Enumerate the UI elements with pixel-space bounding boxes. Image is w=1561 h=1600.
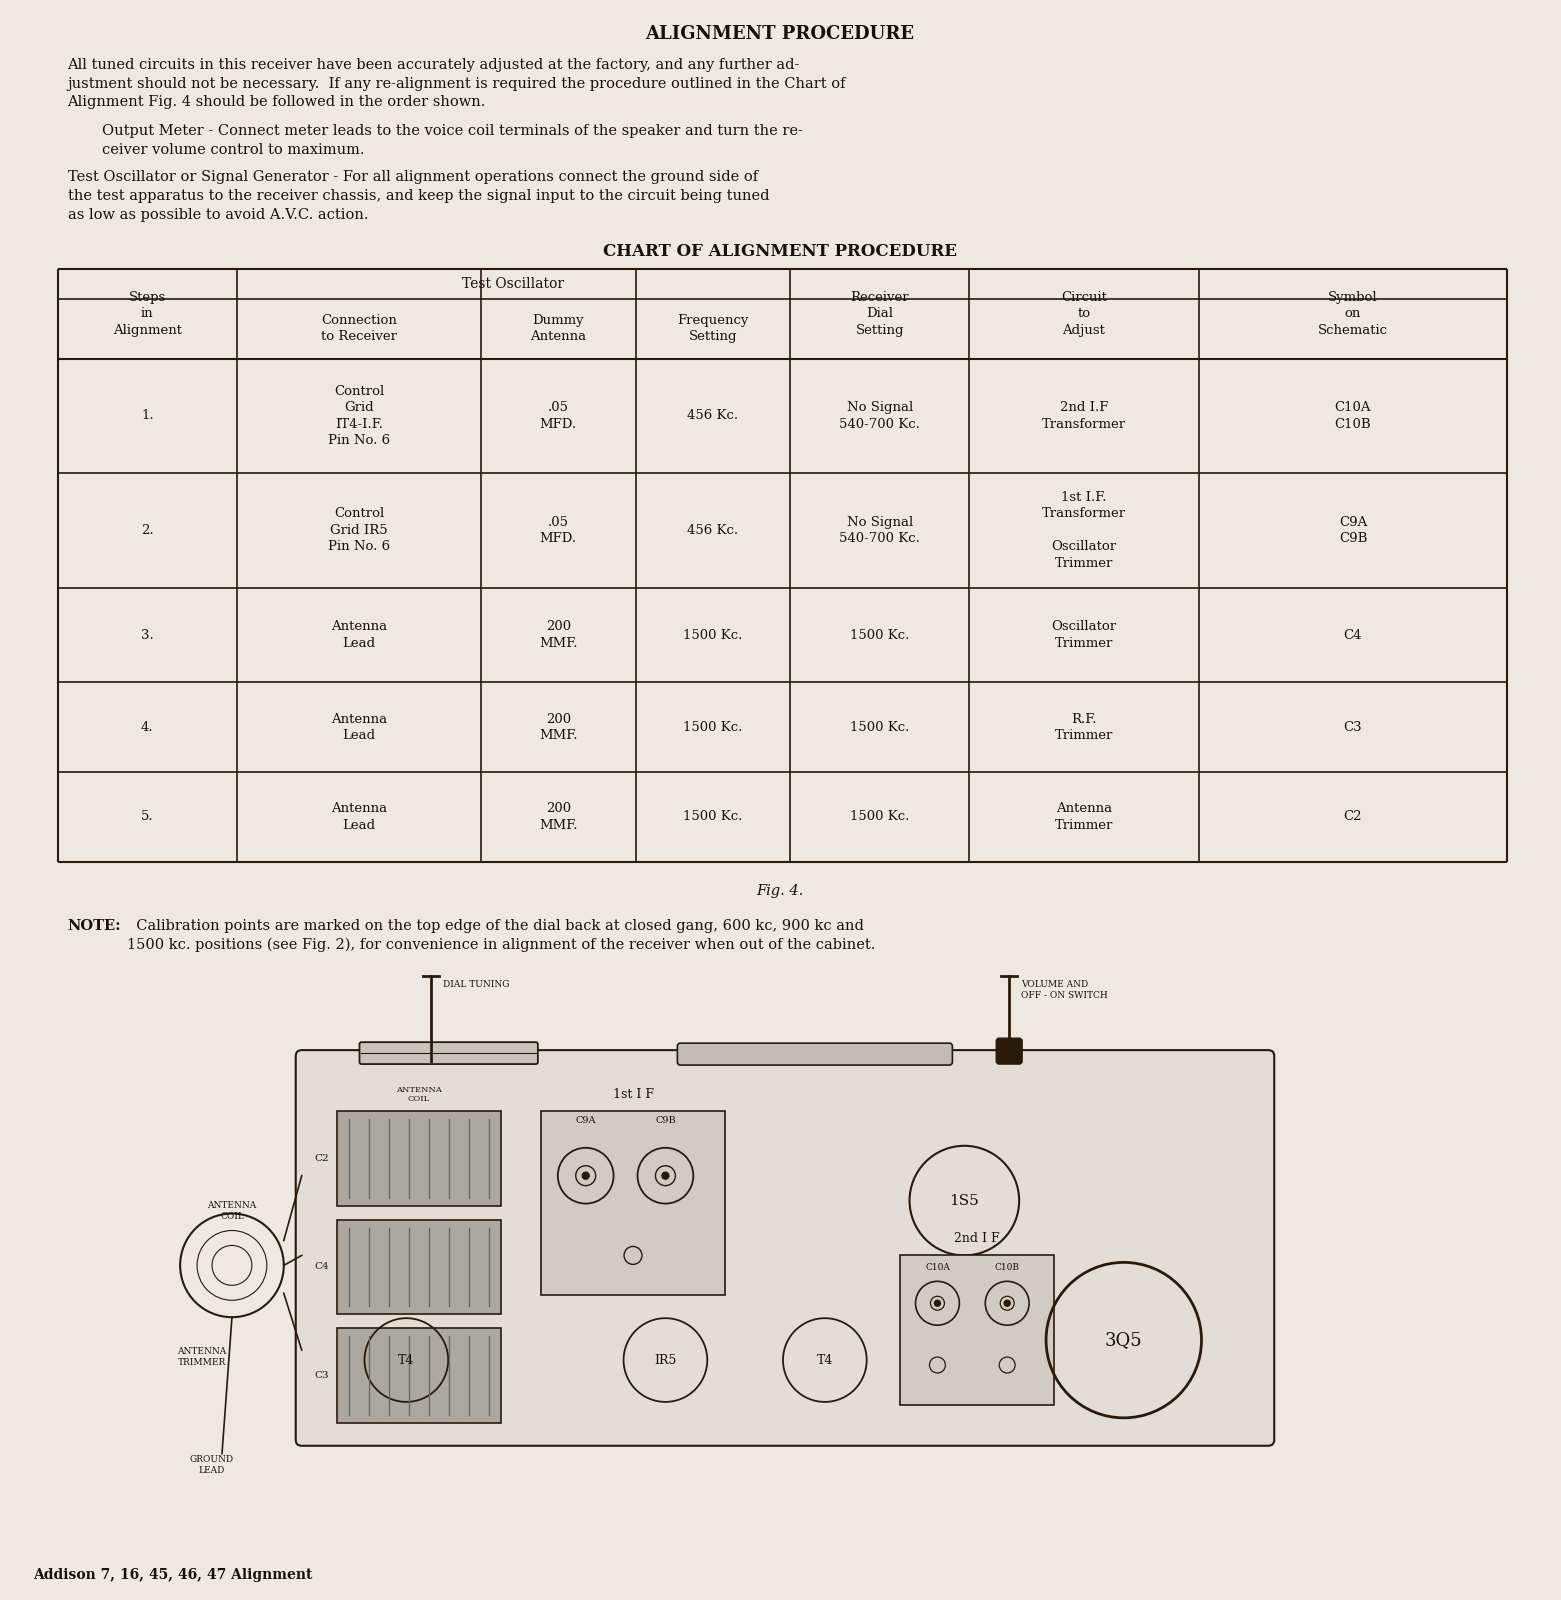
Text: T4: T4 bbox=[816, 1354, 834, 1366]
Circle shape bbox=[582, 1173, 588, 1179]
Text: R.F.
Trimmer: R.F. Trimmer bbox=[1055, 712, 1113, 742]
Text: Alignment Fig. 4 should be followed in the order shown.: Alignment Fig. 4 should be followed in t… bbox=[67, 96, 485, 109]
Text: C10A: C10A bbox=[926, 1262, 951, 1272]
Text: Antenna
Trimmer: Antenna Trimmer bbox=[1055, 802, 1113, 832]
Text: ANTENNA
COIL: ANTENNA COIL bbox=[208, 1200, 256, 1221]
Text: C9A
C9B: C9A C9B bbox=[1339, 515, 1367, 546]
Text: 1.: 1. bbox=[140, 410, 153, 422]
Text: 200
MMF.: 200 MMF. bbox=[539, 802, 578, 832]
Text: the test apparatus to the receiver chassis, and keep the signal input to the cir: the test apparatus to the receiver chass… bbox=[67, 189, 770, 203]
Text: Dummy
Antenna: Dummy Antenna bbox=[531, 314, 587, 344]
Text: Connection
to Receiver: Connection to Receiver bbox=[322, 314, 396, 344]
Text: 1st I F: 1st I F bbox=[612, 1088, 654, 1101]
FancyBboxPatch shape bbox=[359, 1042, 539, 1064]
Text: C2: C2 bbox=[1344, 811, 1363, 824]
Text: Control
Grid
IT4-I.F.
Pin No. 6: Control Grid IT4-I.F. Pin No. 6 bbox=[328, 384, 390, 446]
Text: C2: C2 bbox=[314, 1154, 329, 1163]
Text: 3Q5: 3Q5 bbox=[1105, 1331, 1143, 1349]
Text: Antenna
Lead: Antenna Lead bbox=[331, 621, 387, 650]
Text: T4: T4 bbox=[398, 1354, 415, 1366]
Text: Steps
in
Alignment: Steps in Alignment bbox=[112, 291, 181, 336]
FancyBboxPatch shape bbox=[677, 1043, 952, 1066]
Text: All tuned circuits in this receiver have been accurately adjusted at the factory: All tuned circuits in this receiver have… bbox=[67, 58, 799, 72]
Text: Circuit
to
Adjust: Circuit to Adjust bbox=[1061, 291, 1107, 336]
Text: 5.: 5. bbox=[140, 811, 153, 824]
Text: .05
MFD.: .05 MFD. bbox=[540, 515, 578, 546]
Text: C9B: C9B bbox=[656, 1117, 676, 1125]
Circle shape bbox=[1004, 1301, 1010, 1306]
Text: C10B: C10B bbox=[994, 1262, 1019, 1272]
Text: Frequency
Setting: Frequency Setting bbox=[677, 314, 748, 344]
Text: ALIGNMENT PROCEDURE: ALIGNMENT PROCEDURE bbox=[646, 24, 915, 43]
Circle shape bbox=[662, 1173, 670, 1179]
Text: IR5: IR5 bbox=[654, 1354, 676, 1366]
Text: .05
MFD.: .05 MFD. bbox=[540, 402, 578, 430]
Text: No Signal
540-700 Kc.: No Signal 540-700 Kc. bbox=[840, 402, 919, 430]
Text: Fig. 4.: Fig. 4. bbox=[757, 883, 804, 898]
Text: Antenna
Lead: Antenna Lead bbox=[331, 802, 387, 832]
Text: 1500 kc. positions (see Fig. 2), for convenience in alignment of the receiver wh: 1500 kc. positions (see Fig. 2), for con… bbox=[128, 938, 876, 952]
Text: as low as possible to avoid A.V.C. action.: as low as possible to avoid A.V.C. actio… bbox=[67, 208, 368, 222]
Text: VOLUME AND
OFF - ON SWITCH: VOLUME AND OFF - ON SWITCH bbox=[1021, 981, 1108, 1000]
Text: C10A
C10B: C10A C10B bbox=[1335, 402, 1371, 430]
Text: 1500 Kc.: 1500 Kc. bbox=[684, 629, 743, 642]
Text: Control
Grid IR5
Pin No. 6: Control Grid IR5 Pin No. 6 bbox=[328, 507, 390, 554]
Text: C3: C3 bbox=[1344, 720, 1363, 734]
Text: C4: C4 bbox=[1344, 629, 1363, 642]
Text: Oscillator
Trimmer: Oscillator Trimmer bbox=[1052, 621, 1116, 650]
Text: CHART OF ALIGNMENT PROCEDURE: CHART OF ALIGNMENT PROCEDURE bbox=[603, 243, 957, 259]
Text: DIAL TUNING: DIAL TUNING bbox=[443, 981, 510, 989]
Text: ceiver volume control to maximum.: ceiver volume control to maximum. bbox=[103, 144, 365, 157]
Text: Test Oscillator: Test Oscillator bbox=[462, 277, 565, 291]
FancyBboxPatch shape bbox=[337, 1328, 501, 1422]
Text: 1500 Kc.: 1500 Kc. bbox=[849, 720, 910, 734]
Text: C3: C3 bbox=[314, 1371, 329, 1379]
Text: C4: C4 bbox=[314, 1262, 329, 1272]
Text: Test Oscillator or Signal Generator - For all alignment operations connect the g: Test Oscillator or Signal Generator - Fo… bbox=[67, 170, 757, 184]
Text: Addison 7, 16, 45, 46, 47 Alignment: Addison 7, 16, 45, 46, 47 Alignment bbox=[33, 1568, 312, 1582]
Text: 200
MMF.: 200 MMF. bbox=[539, 621, 578, 650]
Text: Calibration points are marked on the top edge of the dial back at closed gang, 6: Calibration points are marked on the top… bbox=[128, 918, 865, 933]
FancyBboxPatch shape bbox=[899, 1256, 1054, 1405]
FancyBboxPatch shape bbox=[540, 1110, 726, 1296]
FancyBboxPatch shape bbox=[337, 1219, 501, 1314]
Text: Antenna
Lead: Antenna Lead bbox=[331, 712, 387, 742]
Text: 456 Kc.: 456 Kc. bbox=[687, 523, 738, 538]
Text: ANTENNA
TRIMMER: ANTENNA TRIMMER bbox=[178, 1347, 226, 1366]
Text: NOTE:: NOTE: bbox=[67, 918, 122, 933]
FancyBboxPatch shape bbox=[996, 1038, 1022, 1064]
Circle shape bbox=[935, 1301, 940, 1306]
Text: No Signal
540-700 Kc.: No Signal 540-700 Kc. bbox=[840, 515, 919, 546]
Text: Symbol
on
Schematic: Symbol on Schematic bbox=[1317, 291, 1388, 336]
Text: 1500 Kc.: 1500 Kc. bbox=[849, 811, 910, 824]
Text: 4.: 4. bbox=[140, 720, 153, 734]
Text: 1500 Kc.: 1500 Kc. bbox=[684, 720, 743, 734]
FancyBboxPatch shape bbox=[295, 1050, 1274, 1446]
FancyBboxPatch shape bbox=[337, 1110, 501, 1205]
Text: C9A: C9A bbox=[576, 1117, 596, 1125]
Text: Output Meter - Connect meter leads to the voice coil terminals of the speaker an: Output Meter - Connect meter leads to th… bbox=[103, 125, 804, 138]
Text: 3.: 3. bbox=[140, 629, 153, 642]
Text: 456 Kc.: 456 Kc. bbox=[687, 410, 738, 422]
Text: 2nd I F: 2nd I F bbox=[954, 1232, 999, 1245]
Text: ANTENNA
COIL: ANTENNA COIL bbox=[396, 1086, 442, 1102]
Text: 1500 Kc.: 1500 Kc. bbox=[849, 629, 910, 642]
Text: Receiver
Dial
Setting: Receiver Dial Setting bbox=[851, 291, 909, 336]
Text: justment should not be necessary.  If any re-alignment is required the procedure: justment should not be necessary. If any… bbox=[67, 77, 846, 91]
Text: GROUND
LEAD: GROUND LEAD bbox=[190, 1454, 234, 1475]
Text: 1S5: 1S5 bbox=[949, 1194, 979, 1208]
Text: 2.: 2. bbox=[140, 523, 153, 538]
Text: 200
MMF.: 200 MMF. bbox=[539, 712, 578, 742]
Text: 1st I.F.
Transformer

Oscillator
Trimmer: 1st I.F. Transformer Oscillator Trimmer bbox=[1041, 491, 1125, 570]
Text: 2nd I.F
Transformer: 2nd I.F Transformer bbox=[1041, 402, 1125, 430]
Text: 1500 Kc.: 1500 Kc. bbox=[684, 811, 743, 824]
